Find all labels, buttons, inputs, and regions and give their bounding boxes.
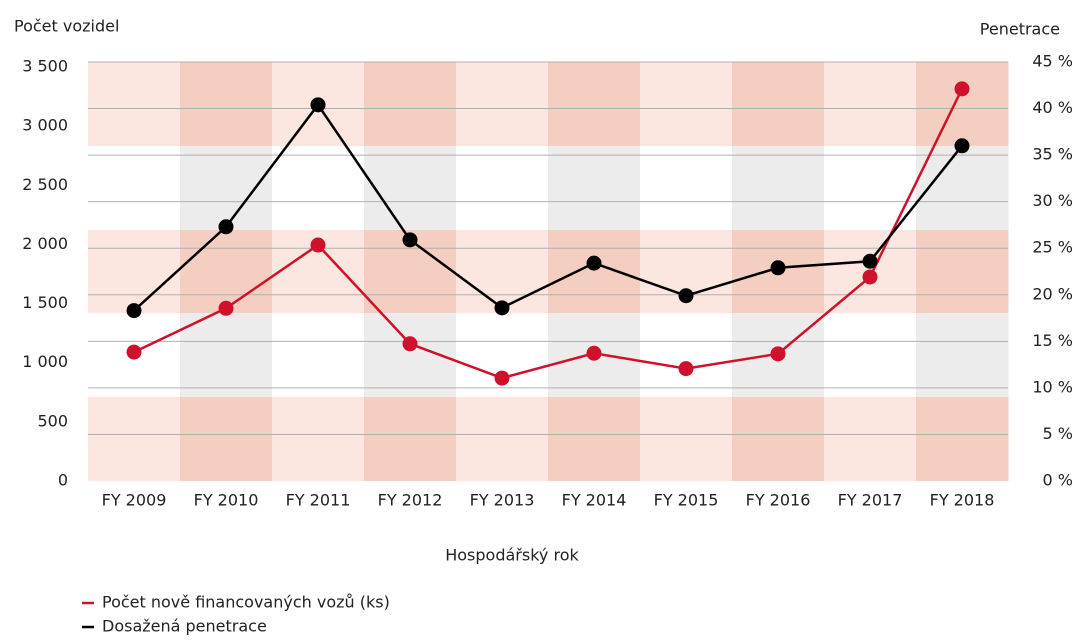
band	[824, 62, 917, 146]
band	[364, 397, 457, 481]
series-line	[133, 102, 963, 312]
y2-tick-label: 0 %	[1043, 471, 1073, 490]
band	[548, 146, 641, 230]
band	[180, 230, 273, 313]
data-point	[770, 260, 786, 276]
x-axis-title: Hospodářský rok	[445, 546, 579, 565]
band	[88, 397, 181, 481]
band	[180, 146, 273, 230]
data-point	[402, 336, 418, 352]
y-tick-label: 1 500	[22, 293, 68, 312]
x-tick-label: FY 2013	[470, 491, 535, 510]
band	[640, 62, 733, 146]
data-point	[310, 97, 326, 113]
data-point	[678, 288, 694, 304]
data-point	[402, 232, 418, 248]
band	[456, 146, 549, 230]
band	[824, 397, 917, 481]
y2-tick-label: 30 %	[1032, 191, 1073, 210]
data-point	[126, 303, 142, 319]
band	[916, 62, 1009, 146]
band	[916, 313, 1009, 397]
y2-tick-label: 20 %	[1032, 284, 1073, 303]
series-line	[133, 88, 964, 380]
band	[456, 397, 549, 481]
band	[364, 62, 457, 146]
x-tick-label: FY 2009	[102, 491, 167, 510]
band	[88, 230, 181, 313]
data-point	[126, 344, 142, 360]
x-tick-label: FY 2018	[930, 491, 995, 510]
data-point	[954, 81, 970, 97]
band	[916, 397, 1009, 481]
band	[272, 313, 365, 397]
band	[916, 230, 1009, 313]
band	[88, 62, 181, 146]
y-axis-title: Počet vozidel	[14, 17, 119, 36]
x-tick-label: FY 2010	[194, 491, 259, 510]
y-tick-label: 1 000	[22, 352, 68, 371]
y2-tick-label: 10 %	[1032, 377, 1073, 396]
y-tick-label: 2 000	[22, 234, 68, 253]
y2-tick-label: 5 %	[1043, 424, 1073, 443]
x-tick-label: FY 2016	[746, 491, 811, 510]
y-tick-label: 3 500	[22, 57, 68, 76]
x-tick-label: FY 2011	[286, 491, 351, 510]
legend-label: Počet nově financovaných vozů (ks)	[102, 593, 390, 612]
background-bands	[88, 62, 1009, 481]
band	[456, 62, 549, 146]
y2-tick-label: 40 %	[1032, 98, 1073, 117]
band	[640, 146, 733, 230]
data-point	[494, 300, 510, 316]
band	[548, 230, 641, 313]
band	[732, 397, 825, 481]
y2-tick-label: 15 %	[1032, 331, 1073, 350]
y-tick-label: 2 500	[22, 175, 68, 194]
data-point	[862, 253, 878, 269]
y-tick-label: 500	[37, 411, 68, 430]
band	[180, 397, 273, 481]
x-tick-label: FY 2017	[838, 491, 903, 510]
band	[824, 313, 917, 397]
y2-tick-label: 45 %	[1032, 52, 1073, 71]
data-point	[862, 269, 878, 285]
band	[456, 230, 549, 313]
band	[272, 146, 365, 230]
data-point	[586, 345, 602, 361]
data-point	[954, 138, 970, 154]
band	[88, 146, 181, 230]
band	[824, 146, 917, 230]
y-tick-label: 0	[58, 471, 68, 490]
data-point	[494, 370, 510, 386]
y2-axis-title: Penetrace	[980, 20, 1060, 39]
band	[640, 313, 733, 397]
data-point	[678, 361, 694, 377]
data-point	[586, 255, 602, 271]
x-tick-label: FY 2015	[654, 491, 719, 510]
x-tick-label: FY 2014	[562, 491, 627, 510]
legend-label: Dosažená penetrace	[102, 617, 267, 636]
band	[364, 146, 457, 230]
data-point	[218, 219, 234, 235]
data-point	[770, 346, 786, 362]
band	[548, 62, 641, 146]
band	[732, 62, 825, 146]
band	[548, 397, 641, 481]
data-point	[310, 237, 326, 253]
band	[180, 62, 273, 146]
band	[272, 397, 365, 481]
y2-tick-label: 25 %	[1032, 238, 1073, 257]
data-point	[218, 300, 234, 316]
y2-tick-label: 35 %	[1032, 145, 1073, 164]
y-tick-label: 3 000	[22, 116, 68, 135]
band	[180, 313, 273, 397]
band	[640, 397, 733, 481]
band	[916, 146, 1009, 230]
x-tick-label: FY 2012	[378, 491, 443, 510]
band	[732, 146, 825, 230]
